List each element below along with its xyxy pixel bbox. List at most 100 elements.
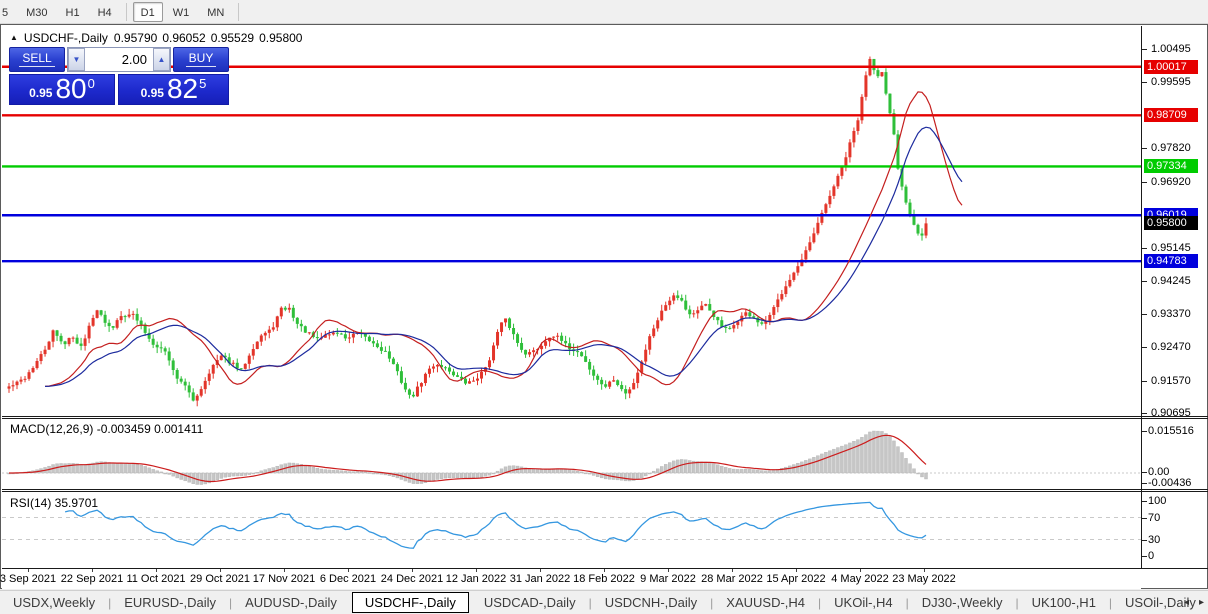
buy-button[interactable]: BUY xyxy=(173,47,229,72)
sell-price-sup: 0 xyxy=(87,76,95,91)
macd-axis-label: -0.00436 xyxy=(1148,477,1192,489)
timeframe-button-w1[interactable]: W1 xyxy=(172,6,190,19)
price-level-badge: 1.00017 xyxy=(1144,59,1198,74)
sell-button[interactable]: SELL xyxy=(9,47,65,72)
timeframe-button-mn[interactable]: MN xyxy=(207,6,225,19)
date-axis-tick xyxy=(604,569,605,572)
tab-scroll-right-icon[interactable]: ▸ xyxy=(1198,597,1204,608)
date-axis-label[interactable]: 31 Jan 2022 xyxy=(509,573,571,585)
tab-scroll-left-icon[interactable]: ◂ xyxy=(1183,597,1189,608)
timeframe-button-h1[interactable]: H1 xyxy=(65,6,80,19)
date-axis-label[interactable]: 29 Oct 2021 xyxy=(190,573,250,585)
date-axis-label[interactable]: 23 May 2022 xyxy=(892,573,956,585)
one-click-trade-panel: SELL ▼ ▲ BUY 0.95 80 0 0.95 82 5 xyxy=(9,47,229,105)
price-axis-tick xyxy=(1142,380,1147,382)
macd-axis-tick xyxy=(1142,431,1147,432)
rsi-line xyxy=(64,501,927,549)
sell-price-display[interactable]: 0.95 80 0 xyxy=(9,74,115,105)
chart-tab-usdchf-daily[interactable]: USDCHF-,Daily xyxy=(351,592,469,613)
macd-canvas[interactable] xyxy=(2,419,1141,489)
pane-splitter-macd[interactable] xyxy=(2,416,1208,417)
date-axis-tick xyxy=(220,569,221,572)
tab-divider: | xyxy=(588,595,592,610)
current-price-badge: 0.95800 xyxy=(1144,216,1198,231)
rsi-axis-label: 70 xyxy=(1148,511,1161,524)
chart-tab-uk100-h1[interactable]: UK100-,H1 xyxy=(1031,595,1096,610)
chart-tab-bar: USDX,Weekly | EURUSD-,Daily | AUDUSD-,Daily U… xyxy=(0,590,1208,614)
chart-tab-usoil-daily[interactable]: USOil-,Daily xyxy=(1125,595,1196,610)
price-axis-label: 1.00495 xyxy=(1151,43,1191,55)
date-axis-tick xyxy=(412,569,413,572)
chart-tab-audusd-daily[interactable]: AUDUSD-,Daily xyxy=(245,595,337,610)
buy-price-display[interactable]: 0.95 82 5 xyxy=(118,74,229,105)
ma-fast-line xyxy=(44,91,963,387)
macd-axis-label: 0.015516 xyxy=(1148,425,1194,437)
date-axis-label[interactable]: 11 Oct 2021 xyxy=(126,573,186,585)
chart-tab-xauusd-h4[interactable]: XAUUSD-,H4 xyxy=(726,595,806,610)
rsi-axis-tick xyxy=(1142,517,1147,519)
price-axis-tick xyxy=(1142,247,1147,249)
rsi-axis-label: 100 xyxy=(1148,495,1167,507)
date-axis-label[interactable]: 6 Dec 2021 xyxy=(319,573,377,585)
buy-price-big: 82 xyxy=(166,73,199,104)
price-axis-label: 0.94245 xyxy=(1151,275,1191,288)
rsi-axis-tick xyxy=(1142,501,1147,502)
volume-increase-icon[interactable]: ▲ xyxy=(153,48,170,71)
timeframe-button-d1[interactable]: D1 xyxy=(132,1,163,22)
date-axis-tick xyxy=(732,569,733,572)
date-axis-label[interactable]: 18 Feb 2022 xyxy=(573,573,635,585)
buy-price-small: 0.95 xyxy=(140,86,164,100)
price-axis-label: 0.95145 xyxy=(1151,241,1191,254)
chart-tab-dj30-weekly[interactable]: DJ30-,Weekly xyxy=(921,595,1003,610)
tab-divider: | xyxy=(905,595,909,610)
macd-signal-line xyxy=(9,434,927,483)
chart-window: ▲ USDCHF-,Daily 0.95790 0.96052 0.95529 … xyxy=(0,24,1208,589)
price-axis-tick xyxy=(1142,413,1147,414)
rsi-canvas[interactable] xyxy=(2,492,1141,568)
tab-divider: | xyxy=(228,595,233,610)
date-axis-label[interactable]: 22 Sep 2021 xyxy=(60,573,124,585)
price-axis-tick xyxy=(1142,148,1147,150)
price-level-badge: 0.94783 xyxy=(1144,254,1198,269)
tab-divider: | xyxy=(818,595,822,610)
chart-tab-usdx-weekly[interactable]: USDX,Weekly xyxy=(13,595,96,610)
low-value: 0.95529 xyxy=(210,31,255,45)
tab-divider: | xyxy=(1015,595,1019,610)
volume-decrease-icon[interactable]: ▼ xyxy=(68,48,85,71)
close-value: 0.95800 xyxy=(259,31,303,45)
date-axis: 3 Sep 2021 22 Sep 2021 11 Oct 2021 29 Oct 2… xyxy=(0,569,1141,589)
date-axis-tick xyxy=(924,569,925,572)
rsi-axis-tick xyxy=(1142,539,1147,541)
price-axis-tick xyxy=(1142,82,1147,84)
ohlc-values: 0.95790 0.96052 0.95529 0.95800 xyxy=(114,31,303,45)
date-axis-label[interactable]: 17 Nov 2021 xyxy=(252,573,316,585)
date-axis-label[interactable]: 3 Sep 2021 xyxy=(0,573,57,585)
ma-slow-line xyxy=(44,126,963,387)
chart-tab-usdcnh-daily[interactable]: USDCNH-,Daily xyxy=(604,595,698,610)
date-axis-tick xyxy=(284,569,285,572)
date-axis-label[interactable]: 24 Dec 2021 xyxy=(380,573,444,585)
chart-tab-ukoil-h4[interactable]: UKOil-,H4 xyxy=(834,595,893,610)
date-axis-tick xyxy=(92,569,93,572)
chart-tab-usdcad-daily[interactable]: USDCAD-,Daily xyxy=(483,595,576,610)
rsi-axis-label: 0 xyxy=(1148,550,1155,562)
price-axis-tick xyxy=(1142,281,1147,283)
pane-splitter-rsi[interactable] xyxy=(2,489,1208,490)
tab-divider: | xyxy=(108,595,112,610)
date-axis-label[interactable]: 12 Jan 2022 xyxy=(445,573,507,585)
date-axis-label[interactable]: 9 Mar 2022 xyxy=(640,573,696,585)
price-level-badge: 0.98709 xyxy=(1144,108,1198,123)
date-axis-tick xyxy=(28,569,29,572)
timeframe-button-m30[interactable]: M30 xyxy=(26,6,48,19)
date-axis-label[interactable]: 4 May 2022 xyxy=(831,573,889,585)
timeframe-button-5[interactable]: 5 xyxy=(2,6,9,19)
macd-axis-tick xyxy=(1142,472,1147,473)
tab-divider: | xyxy=(1108,595,1113,610)
chart-tab-eurusd-daily[interactable]: EURUSD-,Daily xyxy=(124,595,216,610)
date-axis-label[interactable]: 15 Apr 2022 xyxy=(766,573,826,585)
date-axis-tick xyxy=(348,569,349,572)
timeframe-button-h4[interactable]: H4 xyxy=(97,6,112,19)
date-axis-label[interactable]: 28 Mar 2022 xyxy=(701,573,763,585)
volume-input[interactable] xyxy=(85,48,153,71)
collapse-chart-icon[interactable]: ▲ xyxy=(10,33,18,42)
